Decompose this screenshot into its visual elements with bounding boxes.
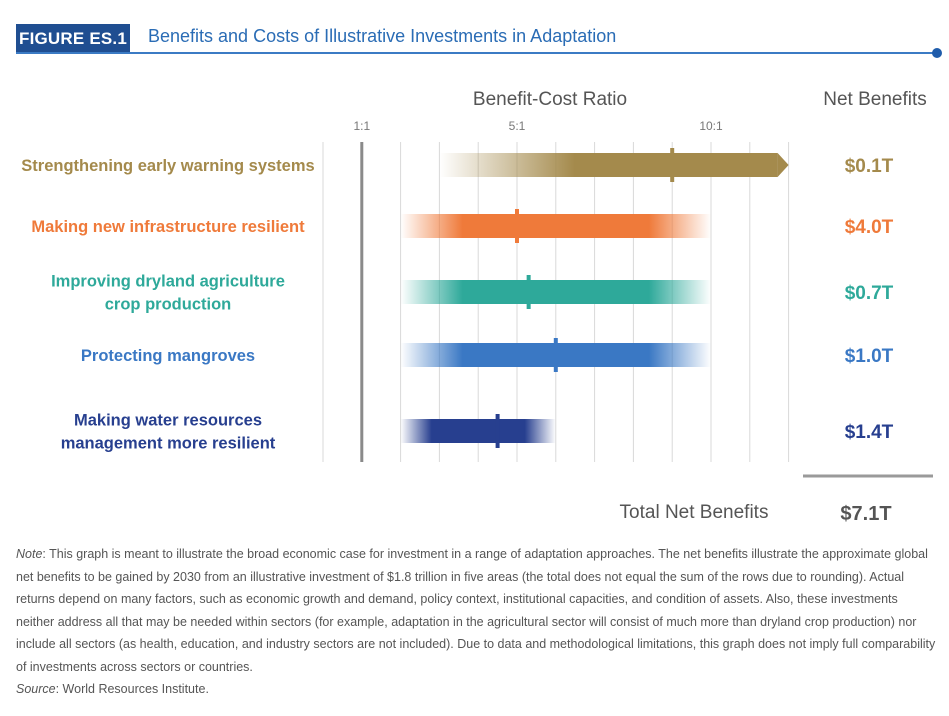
row-label: Making new infrastructure resilient	[31, 218, 305, 236]
source-label: Source	[16, 682, 56, 696]
tick-labels: 1:1 5:1 10:1	[353, 119, 723, 133]
row-label: Protecting mangroves	[81, 347, 255, 365]
header-rule	[16, 52, 938, 54]
net-benefits-header: Net Benefits	[823, 89, 927, 110]
net-benefit-value: $0.1T	[845, 156, 894, 177]
figure-label: FIGURE ES.1	[16, 24, 130, 54]
axis-title: Benefit-Cost Ratio	[473, 89, 627, 110]
x-tick-label: 1:1	[353, 119, 370, 133]
range-bar	[400, 280, 711, 304]
row-label: Strengthening early warning systems	[21, 157, 314, 175]
benefit-cost-chart: Benefit-Cost Ratio Net Benefits 1:1 5:1 10…	[21, 89, 933, 525]
row-label: crop production	[105, 296, 232, 314]
row-label: Making water resources	[74, 412, 262, 430]
header-dot	[932, 48, 942, 58]
total-label: Total Net Benefits	[620, 502, 769, 523]
range-bar	[400, 214, 711, 238]
row-labels: Strengthening early warning systems Makin…	[21, 157, 314, 453]
open-end-arrow	[777, 153, 789, 177]
note-text: : This graph is meant to illustrate the …	[16, 547, 936, 674]
row-label: Improving dryland agriculture	[51, 273, 285, 291]
note-label: Note	[16, 547, 43, 561]
source-text: : World Resources Institute.	[55, 682, 209, 696]
net-benefit-value: $1.0T	[845, 346, 894, 367]
range-bar	[400, 419, 556, 443]
note-block: Note: This graph is meant to illustrate …	[16, 543, 936, 701]
x-tick-label: 10:1	[699, 119, 723, 133]
net-benefit-value: $4.0T	[845, 217, 894, 238]
figure-title: Benefits and Costs of Illustrative Inves…	[148, 26, 617, 46]
net-benefit-value: $0.7T	[845, 283, 894, 304]
net-benefit-values: $0.1T $4.0T $0.7T $1.0T $1.4T	[845, 156, 894, 443]
row-label: management more resilient	[61, 435, 276, 453]
range-bar	[439, 153, 778, 177]
total-value: $7.1T	[840, 503, 891, 525]
x-tick-label: 5:1	[509, 119, 526, 133]
net-benefit-value: $1.4T	[845, 422, 894, 443]
range-bars	[400, 148, 789, 448]
